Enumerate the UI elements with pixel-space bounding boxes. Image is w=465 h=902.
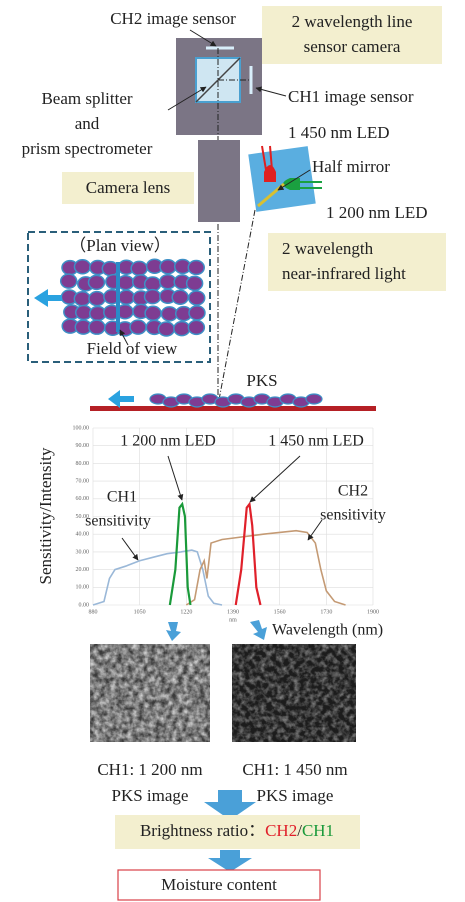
pks-particle [102, 262, 118, 276]
pks-particle [306, 394, 322, 404]
arrow [208, 850, 252, 872]
label: 1 200 nm LED [326, 203, 428, 222]
pks-particle [118, 276, 134, 290]
y-tick-label: 10.00 [76, 585, 90, 591]
y-tick-label: 80.00 [76, 461, 90, 467]
y-tick-label: 20.00 [76, 567, 90, 573]
pks-particle [74, 292, 90, 306]
label: Beam splitter [41, 89, 132, 108]
label: PKS [246, 371, 277, 390]
pks-particle [145, 277, 161, 291]
label: 1 450 nm LED [288, 123, 390, 142]
image-label: PKS image [112, 786, 189, 805]
y-tick-label: 90.00 [76, 443, 90, 449]
chart: 0.0010.0020.0030.0040.0050.0060.0070.008… [30, 420, 400, 639]
pks-particle [145, 306, 161, 320]
x-tick-label: 1050 [134, 609, 146, 615]
pks-particle [61, 274, 77, 288]
pks-particle [172, 290, 188, 304]
label: 2 wavelength [282, 239, 374, 258]
light-box [248, 146, 315, 212]
y-tick-label: 30.00 [76, 549, 90, 555]
pks-image-1200 [90, 644, 210, 742]
image-label: CH1: 1 200 nm [97, 760, 202, 779]
image-label: PKS image [257, 786, 334, 805]
label: prism spectrometer [22, 139, 153, 158]
annotation: 1 200 nm LED [120, 433, 216, 450]
plan-view: （Plan view） Field of view [28, 232, 210, 362]
pks-particle [118, 290, 134, 304]
diagram: 2 wavelength line sensor camera CH2 imag… [0, 0, 465, 902]
ratio-part: CH1 [302, 821, 334, 840]
annotation: 1 450 nm LED [268, 433, 364, 450]
x-axis-label: Wavelength (nm) [272, 622, 383, 639]
ratio-part: Brightness ratio： [140, 821, 265, 840]
pks-particle [158, 322, 174, 336]
ratio-part: CH2 [265, 821, 297, 840]
label: near-infrared light [282, 264, 406, 283]
x-tick-label: 1560 [274, 609, 286, 615]
x-tick-label: 1220 [180, 609, 192, 615]
pks-particle [145, 290, 161, 304]
pks-particle [160, 260, 176, 274]
pks-particle [174, 322, 190, 336]
ratio: Brightness ratio：CH2/CH1 [140, 821, 334, 840]
x-tick-label: 1900 [367, 609, 379, 615]
conveyor [90, 406, 376, 411]
images: CH1: 1 200 nm PKS image CH1: 1 450 nm PK… [90, 620, 356, 805]
y-tick-label: 100.00 [73, 425, 90, 431]
annotation: sensitivity [320, 507, 386, 524]
direction-arrow [108, 390, 134, 408]
direction-arrow [34, 289, 62, 307]
result: Moisture content [161, 875, 277, 894]
pks-particle [89, 292, 105, 306]
annotation: CH2 [338, 483, 368, 500]
label: 2 wavelength line [292, 12, 413, 31]
sample: PKS [90, 371, 376, 411]
y-tick-label: 40.00 [76, 532, 90, 538]
label: Camera lens [86, 178, 171, 197]
pks-particle [188, 260, 204, 274]
pks-particle [189, 306, 205, 320]
label: （Plan view） [69, 236, 171, 255]
light: 1 450 nm LED Half mirror 1 200 nm LED 2 … [218, 123, 446, 405]
x-unit: nm [229, 617, 237, 623]
lens [198, 140, 240, 222]
label: Field of view [87, 339, 178, 358]
y-axis-label: Sensitivity/Intensity [36, 447, 55, 584]
annotation: CH1 [107, 489, 137, 506]
pks-particle [88, 275, 104, 289]
x-tick-label: 1730 [320, 609, 332, 615]
label: CH1 image sensor [288, 87, 414, 106]
pks-particle [74, 260, 90, 274]
pks-particle [130, 320, 146, 334]
pks-particle [188, 320, 204, 334]
label: Half mirror [312, 157, 390, 176]
pks-particle [89, 320, 105, 334]
pks-image-1450 [232, 644, 356, 742]
image-label: CH1: 1 450 nm [242, 760, 347, 779]
y-tick-label: 0.00 [79, 602, 90, 608]
pks-particle [131, 261, 147, 275]
pks-particle [189, 291, 205, 305]
pks-particle [160, 275, 176, 289]
label: CH2 image sensor [110, 9, 236, 28]
label: and [75, 114, 100, 133]
label: sensor camera [304, 37, 401, 56]
y-tick-label: 60.00 [76, 496, 90, 502]
x-tick-label: 880 [89, 609, 98, 615]
pks-particle [187, 276, 203, 290]
y-tick-label: 70.00 [76, 478, 90, 484]
annotation: sensitivity [85, 513, 151, 530]
x-tick-label: 1390 [227, 609, 239, 615]
